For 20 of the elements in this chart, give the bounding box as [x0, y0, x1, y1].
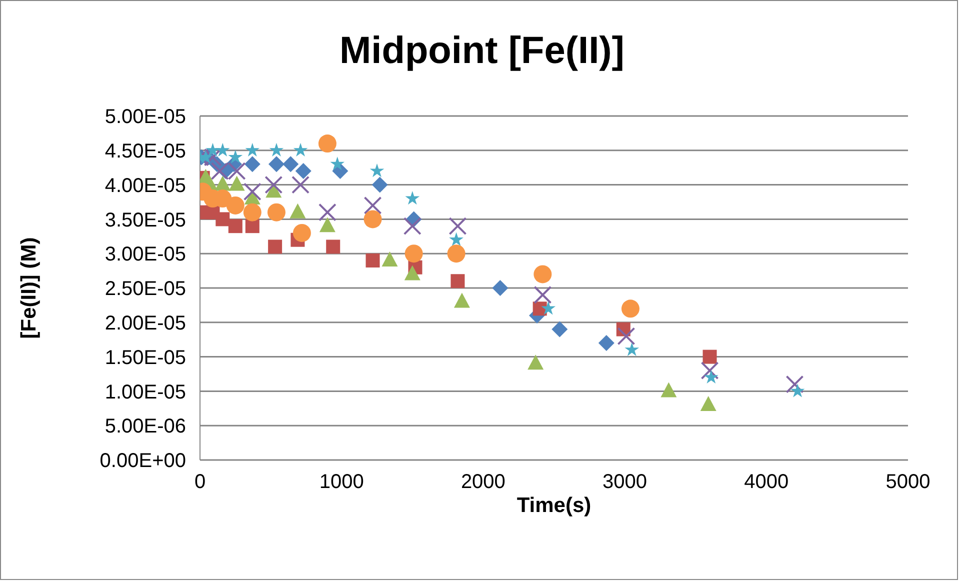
- y-tick-label: 5.00E-06: [104, 416, 186, 438]
- y-tick-label: 4.50E-05: [104, 140, 186, 162]
- x-tick-label: 5000: [886, 471, 930, 494]
- y-tick-label: 2.00E-05: [104, 312, 186, 334]
- x-tick-label: 4000: [744, 471, 789, 494]
- y-tick-label: 5.00E-05: [104, 106, 186, 128]
- y-axis-title: [Fe(II)] (M): [17, 237, 40, 339]
- chart-title: Midpoint [Fe(II)]: [338, 30, 626, 73]
- y-tick-label: 3.50E-05: [104, 209, 186, 232]
- y-tick-label: 2.50E-05: [104, 278, 186, 300]
- y-tick-label: 4.00E-05: [104, 174, 186, 197]
- x-tick-label: 1000: [319, 471, 364, 494]
- x-axis-title: Time(s): [516, 494, 592, 517]
- x-tick-label: 3000: [602, 471, 648, 494]
- y-tick-label: 0.00E+00: [100, 450, 186, 472]
- y-tick-label: 1.00E-05: [104, 381, 186, 404]
- x-tick-label: 2000: [460, 471, 506, 494]
- x-tick-label: 0: [194, 471, 206, 494]
- y-tick-label: 1.50E-05: [104, 346, 186, 369]
- y-tick-label: 3.00E-05: [104, 244, 186, 266]
